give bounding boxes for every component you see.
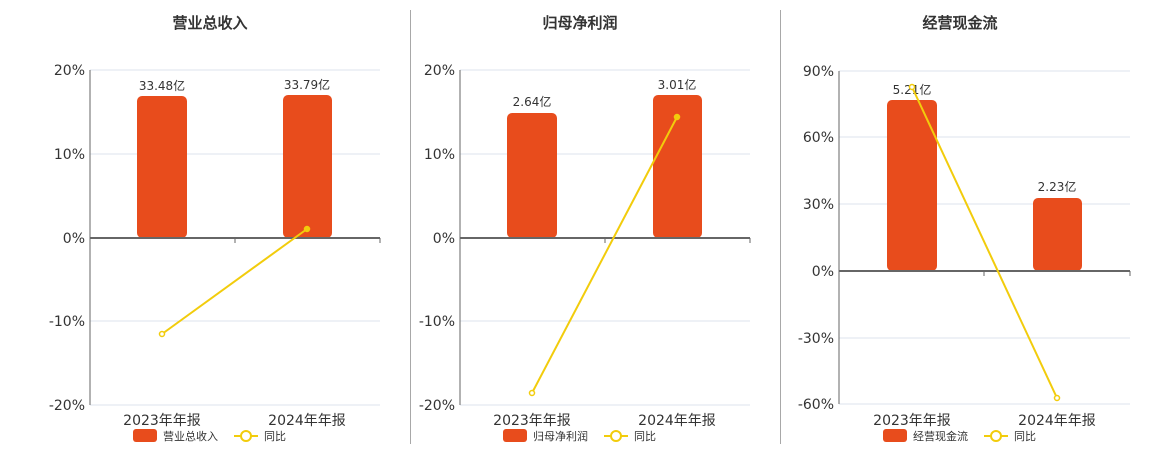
chart-title: 营业总收入: [172, 14, 248, 32]
y-tick: 90%: [803, 64, 834, 80]
bar-label: 33.48亿: [139, 78, 185, 93]
y-tick: -10%: [49, 314, 85, 330]
legend-line-label[interactable]: 同比: [1014, 430, 1036, 443]
bar-2024[interactable]: [283, 95, 332, 238]
bar-label: 33.79亿: [284, 77, 330, 92]
y-tick: -20%: [49, 398, 85, 414]
y-tick: 20%: [54, 63, 85, 79]
bar-2023[interactable]: [507, 113, 557, 238]
gridlines: [839, 70, 1130, 405]
legend-circle-icon[interactable]: [240, 430, 252, 442]
x-tick-label: 2024年年报: [1018, 413, 1096, 429]
yoy-line: [531, 116, 678, 394]
legend-circle-icon[interactable]: [990, 430, 1002, 442]
chart-svg: 20% 10% 0% -10% -20% 2.64亿 3.01亿 2023年年报…: [419, 63, 751, 443]
yoy-point[interactable]: [303, 225, 311, 233]
x-tick-label: 2023年年报: [873, 413, 951, 429]
legend-bar-swatch[interactable]: [503, 429, 527, 442]
panel-divider: [780, 10, 781, 444]
x-tick-label: 2024年年报: [268, 413, 346, 429]
legend-bar-swatch[interactable]: [133, 429, 157, 442]
legend-circle-icon[interactable]: [610, 430, 622, 442]
chart-svg: 20% 10% 0% -10% -20% 33.48亿 33.79亿 2023年…: [49, 63, 381, 443]
bar-label: 3.01亿: [658, 77, 697, 92]
legend-bar-label[interactable]: 经营现金流: [913, 429, 968, 443]
yoy-point[interactable]: [908, 83, 916, 91]
y-tick: -10%: [419, 314, 455, 330]
y-tick: 30%: [803, 197, 834, 213]
yoy-line: [911, 86, 1058, 399]
chart-panel-net-profit: 归母净利润 20% 10% 0% -10% -20% 2.64亿 3.01亿 2…: [410, 0, 780, 450]
bar-2024[interactable]: [653, 95, 702, 238]
yoy-point[interactable]: [528, 389, 536, 397]
y-tick: -60%: [798, 397, 834, 413]
y-tick: 60%: [803, 130, 834, 146]
y-axis-ticks: 90% 60% 30% 0% -30% -60%: [798, 64, 834, 413]
bar-label: 2.23亿: [1038, 179, 1077, 194]
legend-line-label[interactable]: 同比: [264, 430, 286, 443]
chart-svg: 90% 60% 30% 0% -30% -60% 5.21亿 2.23亿 202…: [798, 64, 1131, 443]
legend: 营业总收入 同比: [133, 429, 286, 443]
chart-panel-operating-cashflow: 经营现金流 90% 60% 30% 0% -30% -60% 5.21亿 2.2…: [780, 0, 1150, 450]
legend: 经营现金流 同比: [883, 429, 1036, 443]
chart-title: 经营现金流: [922, 14, 998, 32]
y-tick: 0%: [812, 264, 834, 280]
y-tick: 10%: [54, 147, 85, 163]
yoy-line: [161, 228, 308, 335]
y-tick: 0%: [63, 231, 85, 247]
bar-2023[interactable]: [887, 100, 937, 271]
y-tick: 20%: [424, 63, 455, 79]
y-tick: -20%: [419, 398, 455, 414]
x-tick-label: 2023年年报: [123, 413, 201, 429]
legend: 归母净利润 同比: [503, 429, 656, 443]
gridlines: [90, 69, 380, 406]
yoy-point[interactable]: [1053, 394, 1061, 402]
bar-label: 2.64亿: [513, 94, 552, 109]
bar-2024[interactable]: [1033, 198, 1082, 271]
legend-line-label[interactable]: 同比: [634, 430, 656, 443]
chart-title: 归母净利润: [542, 14, 618, 32]
y-tick: 10%: [424, 147, 455, 163]
bar-2023[interactable]: [137, 96, 187, 238]
legend-bar-label[interactable]: 归母净利润: [533, 429, 588, 443]
panel-divider: [410, 10, 411, 444]
yoy-point[interactable]: [673, 113, 681, 121]
x-tick-label: 2024年年报: [638, 413, 716, 429]
chart-panel-revenue: 营业总收入 20% 10% 0% -10% -20% 33.48亿 33.79亿…: [40, 0, 410, 450]
y-axis-ticks: 20% 10% 0% -10% -20%: [49, 63, 85, 414]
yoy-point[interactable]: [158, 330, 166, 338]
y-tick: -30%: [798, 331, 834, 347]
y-axis-ticks: 20% 10% 0% -10% -20%: [419, 63, 455, 414]
legend-bar-label[interactable]: 营业总收入: [163, 429, 218, 443]
x-tick-label: 2023年年报: [493, 413, 571, 429]
y-tick: 0%: [433, 231, 455, 247]
legend-bar-swatch[interactable]: [883, 429, 907, 442]
